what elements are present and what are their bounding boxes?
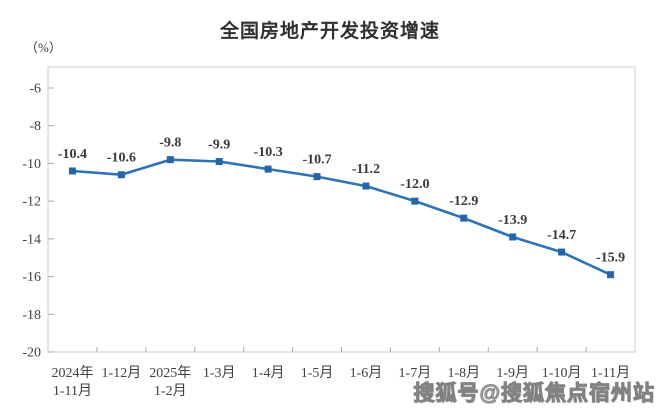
- chart-line-series: [71, 158, 612, 277]
- data-point-marker: [607, 271, 615, 279]
- data-point-label: -12.0: [400, 177, 429, 192]
- x-category-label: 1-8月: [447, 365, 480, 381]
- data-point-marker: [362, 182, 370, 190]
- data-point-marker: [509, 233, 517, 241]
- data-point-marker: [68, 167, 76, 175]
- data-point-label: -9.9: [208, 138, 230, 153]
- data-point-marker: [264, 165, 272, 173]
- data-point-label: -14.7: [547, 228, 576, 243]
- x-category-label: 1-12月: [102, 365, 142, 381]
- y-tick-label: -10: [22, 157, 41, 172]
- data-point-label: -13.9: [498, 213, 527, 228]
- y-tick-label: -6: [29, 82, 41, 97]
- data-point-label: -11.2: [352, 162, 380, 177]
- x-category-label: 1-3月: [203, 365, 236, 381]
- y-tick-label: -18: [22, 308, 41, 323]
- data-point-label: -10.3: [254, 145, 283, 160]
- data-point-marker: [460, 214, 468, 222]
- watermark-text: 搜狐号@搜狐焦点宿州站: [413, 382, 655, 406]
- data-point-marker: [313, 173, 321, 181]
- chart-title: 全国房地产开发投资增速: [219, 21, 440, 42]
- data-point-label: -10.6: [107, 151, 136, 166]
- data-point-label: -12.9: [449, 194, 478, 209]
- x-category-label: 2024年: [51, 365, 93, 381]
- x-category-label: 2025年: [149, 365, 191, 381]
- y-tick-label: -20: [22, 346, 41, 361]
- x-category-label: 1-11月: [53, 383, 92, 399]
- data-point-label: -10.4: [58, 147, 87, 162]
- plot-area-border: [47, 66, 636, 353]
- x-category-label: 1-2月: [154, 383, 187, 399]
- data-point-label: -15.9: [596, 251, 625, 266]
- data-point-marker: [411, 197, 419, 205]
- data-point-label: -10.7: [302, 153, 331, 168]
- x-category-label: 1-7月: [399, 365, 432, 381]
- data-point-marker: [117, 171, 125, 179]
- y-tick-label: -16: [22, 270, 41, 285]
- y-tick-label: -8: [29, 119, 41, 134]
- y-tick-label: -12: [22, 195, 41, 210]
- data-point-marker: [215, 158, 223, 166]
- x-category-label: 1-4月: [252, 365, 285, 381]
- x-category-label: 1-5月: [301, 365, 334, 381]
- data-point-label: -9.8: [159, 136, 181, 151]
- x-category-label: 1-10月: [542, 365, 582, 381]
- x-category-label: 1-11月: [591, 365, 630, 381]
- y-axis-unit-label: （%）: [25, 40, 62, 55]
- x-category-label: 1-9月: [496, 365, 529, 381]
- y-tick-label: -14: [22, 232, 41, 247]
- x-category-label: 1-6月: [350, 365, 383, 381]
- data-point-marker: [166, 156, 174, 164]
- data-point-marker: [558, 248, 566, 256]
